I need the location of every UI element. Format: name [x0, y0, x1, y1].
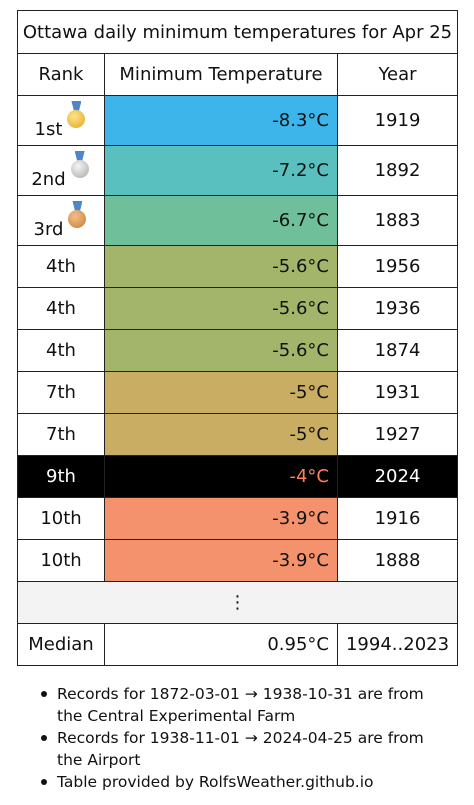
table-row: 4th -5.6°C 1936: [17, 287, 459, 330]
temperature-cell: -6.7°C: [104, 195, 338, 246]
temperature-cell: -4°C: [104, 455, 338, 498]
rank-cell: 4th: [17, 329, 105, 372]
table-row: 2nd -7.2°C 1892: [17, 145, 459, 196]
temperature-cell: -5.6°C: [104, 329, 338, 372]
more-rows-ellipsis[interactable]: ⋮: [16, 581, 459, 624]
temperature-cell: -3.9°C: [104, 497, 338, 540]
rank-cell: 4th: [17, 245, 105, 288]
rank-label: 4th: [46, 340, 76, 361]
rank-label: 10th: [40, 508, 82, 529]
silver-medal-icon: [69, 151, 91, 181]
table-row: 10th -3.9°C 1916: [17, 497, 459, 540]
rank-label: 7th: [46, 382, 76, 403]
year-cell: 1892: [336, 145, 459, 196]
median-years: 1994..2023: [336, 623, 459, 666]
year-cell: 1927: [336, 413, 459, 456]
rank-cell: 10th: [17, 539, 105, 582]
table-row: 1st -8.3°C 1919: [17, 95, 459, 146]
table-row: 3rd -6.7°C 1883: [17, 195, 459, 246]
temperature-cell: -3.9°C: [104, 539, 338, 582]
temperature-cell: -5°C: [104, 413, 338, 456]
year-cell: 1931: [336, 371, 459, 414]
rank-cell: 9th: [17, 455, 105, 498]
rank-cell: 3rd: [17, 195, 105, 246]
rank-cell: 7th: [17, 413, 105, 456]
note-item: Records for 1938-11-01 → 2024-04-25 are …: [39, 727, 447, 771]
table-row: 10th -3.9°C 1888: [17, 539, 459, 582]
temperature-header: Minimum Temperature: [104, 53, 338, 96]
year-cell: 1916: [336, 497, 459, 540]
note-item: Records for 1872-03-01 → 1938-10-31 are …: [39, 683, 447, 727]
rank-cell: 10th: [17, 497, 105, 540]
temperature-cell: -5.6°C: [104, 287, 338, 330]
year-cell: 1874: [336, 329, 459, 372]
rank-label: 9th: [46, 466, 76, 487]
median-temperature: 0.95°C: [104, 623, 338, 666]
rank-cell: 2nd: [17, 145, 105, 196]
table-title: Ottawa daily minimum temperatures for Ap…: [16, 10, 459, 54]
temperature-cell: -8.3°C: [104, 95, 338, 146]
rank-label: 4th: [46, 298, 76, 319]
year-header: Year: [336, 53, 459, 96]
records-table-container: Ottawa daily minimum temperatures for Ap…: [16, 10, 459, 793]
rank-cell: 1st: [17, 95, 105, 146]
table-body: 1st -8.3°C 1919 2nd -7.2°C 1892 3rd -6.7°C 1883 4…: [17, 95, 459, 582]
temperature-cell: -5°C: [104, 371, 338, 414]
temperature-cell: -5.6°C: [104, 245, 338, 288]
rank-label: 10th: [40, 550, 82, 571]
table-row: 4th -5.6°C 1956: [17, 245, 459, 288]
gold-medal-icon: [65, 101, 87, 131]
notes-list: Records for 1872-03-01 → 1938-10-31 are …: [17, 683, 447, 793]
note-item: Table provided by RolfsWeather.github.io: [39, 771, 447, 793]
bronze-medal-icon: [66, 201, 88, 231]
records-table: Ottawa daily minimum temperatures for Ap…: [16, 10, 459, 666]
table-row: 7th -5°C 1927: [17, 413, 459, 456]
rank-label: 1st: [34, 119, 63, 140]
median-label: Median: [17, 623, 105, 666]
year-cell: 1888: [336, 539, 459, 582]
year-cell: 1919: [336, 95, 459, 146]
year-cell: 1883: [336, 195, 459, 246]
rank-cell: 4th: [17, 287, 105, 330]
table-row: 9th -4°C 2024: [17, 455, 459, 498]
year-cell: 1956: [336, 245, 459, 288]
rank-label: 2nd: [31, 169, 66, 190]
table-row: 7th -5°C 1931: [17, 371, 459, 414]
rank-cell: 7th: [17, 371, 105, 414]
rank-label: 3rd: [33, 219, 64, 240]
table-row: 4th -5.6°C 1874: [17, 329, 459, 372]
temperature-cell: -7.2°C: [104, 145, 338, 196]
rank-label: 4th: [46, 256, 76, 277]
rank-label: 7th: [46, 424, 76, 445]
year-cell: 1936: [336, 287, 459, 330]
year-cell: 2024: [336, 455, 459, 498]
rank-header: Rank: [17, 53, 105, 96]
